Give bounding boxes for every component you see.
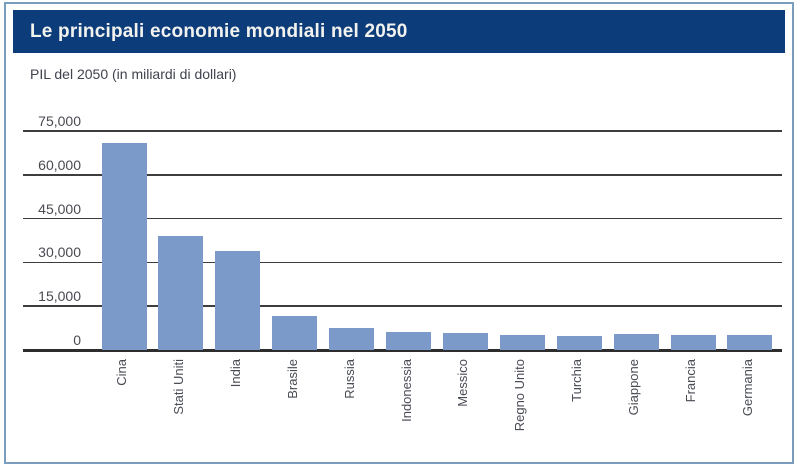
gridline-30000 [23, 261, 782, 264]
y-axis-tick-label: 75,000 [38, 113, 81, 129]
bar-regno-unito [499, 334, 545, 350]
bar-indonessia [386, 332, 431, 350]
y-axis-tick-label: 30,000 [38, 244, 81, 261]
bar-germania [727, 334, 773, 350]
y-axis-tick-label: 60,000 [38, 156, 81, 173]
bar-brasile [272, 316, 318, 350]
x-axis-label-brasile: Brasile [284, 359, 300, 399]
y-axis-tick-label: 15,000 [38, 288, 81, 305]
bar-cina [101, 142, 147, 350]
x-axis-line [23, 348, 782, 352]
y-axis-tick-label: 0 [73, 332, 81, 348]
chart-subtitle: PIL del 2050 (in miliardi di dollari) [30, 66, 237, 82]
chart-title-bar: Le principali economie mondiali nel 2050 [13, 10, 785, 53]
bar-giappone [613, 333, 659, 350]
x-axis-label-francia: Francia [683, 359, 698, 403]
x-axis-label-stati-uniti: Stati Uniti [170, 359, 186, 415]
bar-russia [329, 328, 375, 350]
x-axis-label-regno-unito: Regno Unito [512, 359, 528, 432]
x-axis-label-indonessia: Indonessia [398, 359, 414, 422]
x-axis-label-giappone: Giappone [626, 359, 642, 416]
gridline-60000 [23, 174, 782, 176]
bar-francia [670, 335, 716, 350]
gridline-15000 [23, 305, 782, 307]
bar-stati-uniti [158, 236, 204, 350]
x-axis-label-cina: Cina [114, 359, 129, 386]
bar-chart-plot-area: 0 15,000 30,000 45,000 60,000 75,000 [23, 114, 782, 352]
x-axis-label-india: India [227, 359, 243, 388]
gridline-75000 [23, 130, 782, 132]
chart-card: Le principali economie mondiali nel 2050… [4, 2, 794, 464]
x-axis-label-germania: Germania [739, 359, 755, 417]
bar-india [215, 250, 261, 350]
bar-messico [442, 333, 488, 350]
bar-turchia [556, 336, 602, 350]
x-axis-label-russia: Russia [341, 359, 357, 399]
gridline-45000 [23, 217, 782, 220]
page-title: Le principali economie mondiali nel 2050 [30, 20, 408, 42]
y-axis-tick-label: 45,000 [38, 200, 81, 217]
x-axis-label-turchia: Turchia [569, 359, 585, 402]
x-axis-labels: Cina Stati Uniti India Brasile Russia Indones… [23, 359, 782, 465]
x-axis-label-messico: Messico [455, 359, 471, 407]
